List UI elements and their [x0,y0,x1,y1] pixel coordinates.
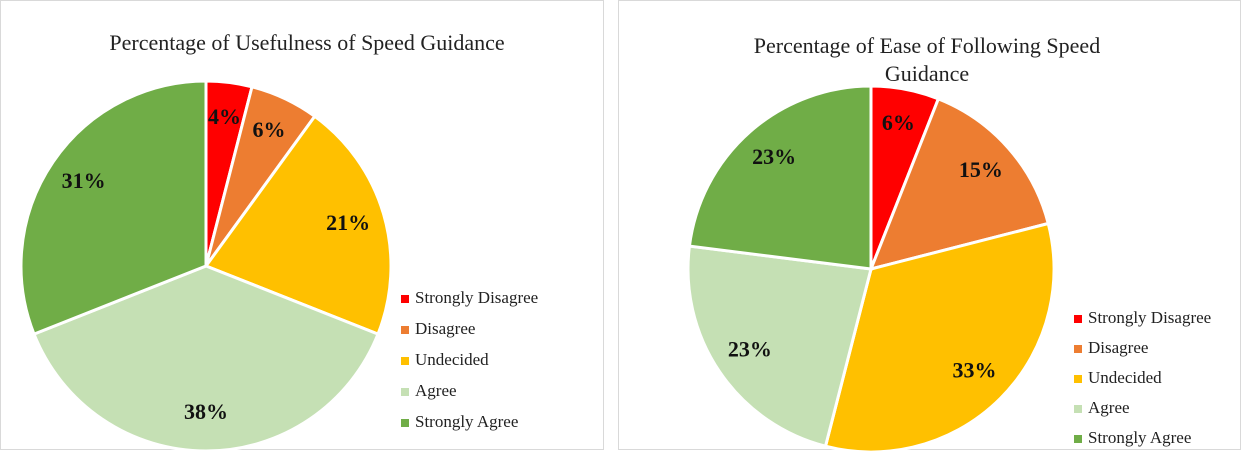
data-label: 31% [62,168,106,193]
pie-slice [868,96,1051,272]
pie-slice [823,221,1056,451]
pie-slice [203,114,393,337]
legend-label: Agree [1088,398,1130,417]
legend-swatch [401,357,409,365]
legend-swatch [1074,435,1082,443]
data-label: 15% [959,157,1003,182]
data-label: 21% [326,210,370,235]
legend-label: Strongly Disagree [415,288,538,307]
legend-label: Agree [415,381,457,400]
data-label: 6% [253,117,286,142]
pie-slice [687,84,873,271]
chart-title: Percentage of Usefulness of Speed Guidan… [109,30,505,55]
data-label: 23% [752,144,796,169]
data-label: 4% [208,104,241,129]
legend-swatch [1074,345,1082,353]
chart-title: Percentage of Ease of Following Speed Gu… [753,33,1101,86]
data-label: 38% [184,399,228,424]
chart: 4% 6% 21% 38% 31% Strongly Disagree Disagree Un… [19,79,538,451]
legend-swatch [1074,375,1082,383]
legend-label: Strongly Disagree [1088,308,1211,327]
legend-label: Strongly Agree [1088,428,1191,447]
legend-swatch [401,419,409,427]
data-label: 33% [953,358,997,383]
legend-label: Disagree [1088,338,1148,357]
legend-swatch [401,326,409,334]
legend-label: Disagree [415,319,475,338]
legend-label: Strongly Agree [415,412,518,431]
chart-panel: Percentage of Ease of Following Speed Gu… [618,0,1241,451]
legend-label: Undecided [415,350,489,369]
legend-label: Undecided [1088,368,1162,387]
chart-panel: Percentage of Usefulness of Speed Guidan… [0,0,604,451]
legend-swatch [1074,315,1082,323]
legend-swatch [401,388,409,396]
legend-swatch [401,295,409,303]
pie-slice [19,79,208,337]
legend-swatch [1074,405,1082,413]
chart: 6% 15% 33% 23% 23% Strongly Disagree Disagree U… [686,84,1211,451]
data-label: 6% [882,110,915,135]
data-label: 23% [728,336,772,361]
pie-slice [686,244,873,449]
